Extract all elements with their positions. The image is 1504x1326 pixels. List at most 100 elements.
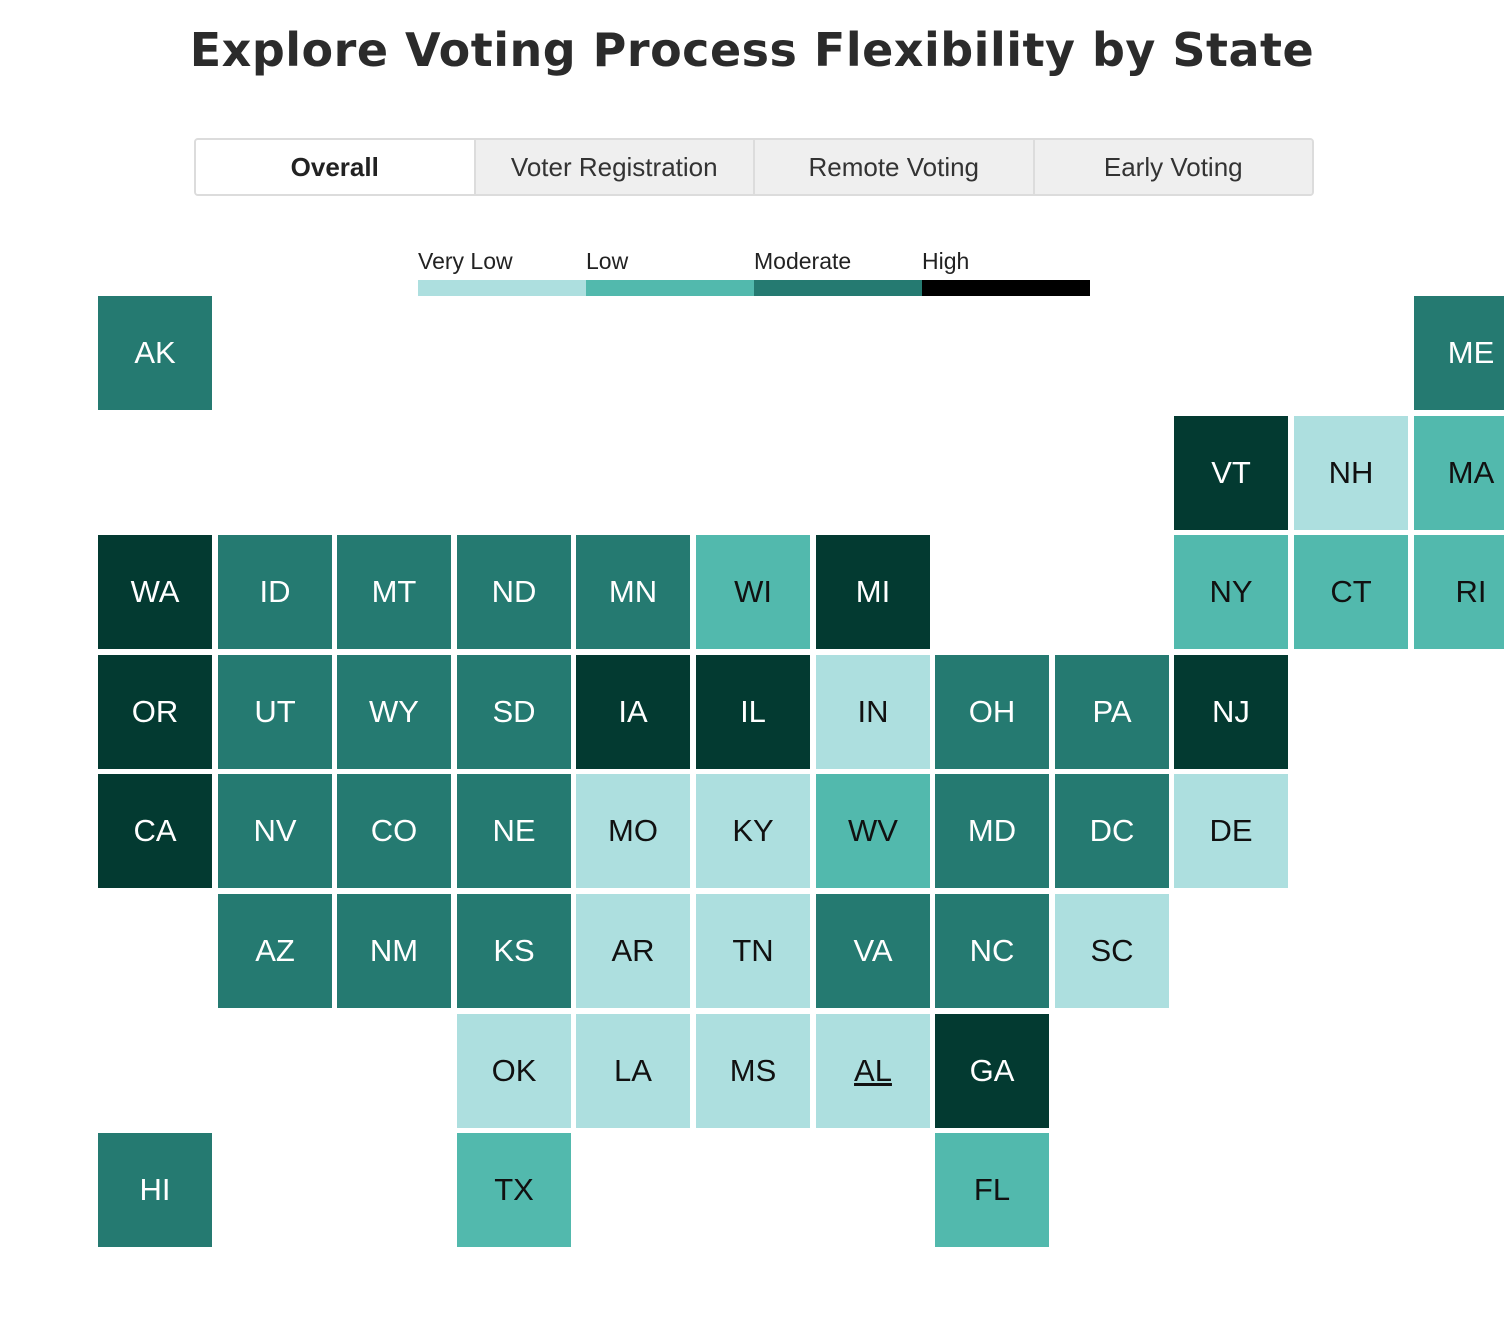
state-abbr-label: MD — [967, 813, 1017, 848]
state-tile-nd[interactable]: ND — [457, 535, 571, 649]
state-abbr-label: NH — [1328, 455, 1374, 490]
state-tile-mn[interactable]: MN — [576, 535, 690, 649]
state-tile-pa[interactable]: PA — [1055, 655, 1169, 769]
tab-early-voting[interactable]: Early Voting — [1032, 140, 1312, 194]
state-abbr-label: OK — [491, 1053, 537, 1088]
state-tile-fl[interactable]: FL — [935, 1133, 1049, 1247]
state-tile-ia[interactable]: IA — [576, 655, 690, 769]
state-tile-tx[interactable]: TX — [457, 1133, 571, 1247]
state-abbr-label: VA — [853, 933, 893, 968]
state-tile-hi[interactable]: HI — [98, 1133, 212, 1247]
state-tile-la[interactable]: LA — [576, 1014, 690, 1128]
state-abbr-label: KY — [732, 813, 774, 848]
state-abbr-label: AL — [854, 1053, 892, 1088]
state-tile-ca[interactable]: CA — [98, 774, 212, 888]
state-tile-wv[interactable]: WV — [816, 774, 930, 888]
state-tile-in[interactable]: IN — [816, 655, 930, 769]
state-tile-wa[interactable]: WA — [98, 535, 212, 649]
state-abbr-label: NE — [492, 813, 536, 848]
state-abbr-label: CO — [370, 813, 418, 848]
state-tile-ms[interactable]: MS — [696, 1014, 810, 1128]
state-tile-nv[interactable]: NV — [218, 774, 332, 888]
state-tile-id[interactable]: ID — [218, 535, 332, 649]
state-tile-ma[interactable]: MA — [1414, 416, 1504, 530]
state-tile-ct[interactable]: CT — [1294, 535, 1408, 649]
state-tile-nj[interactable]: NJ — [1174, 655, 1288, 769]
state-tile-co[interactable]: CO — [337, 774, 451, 888]
tab-overall[interactable]: Overall — [196, 140, 474, 194]
state-tile-va[interactable]: VA — [816, 894, 930, 1008]
state-abbr-label: UT — [254, 694, 296, 729]
tab-remote-voting[interactable]: Remote Voting — [753, 140, 1033, 194]
state-tile-al[interactable]: AL — [816, 1014, 930, 1128]
state-tile-ok[interactable]: OK — [457, 1014, 571, 1128]
state-abbr-label: DC — [1089, 813, 1135, 848]
state-abbr-label: HI — [139, 1172, 171, 1207]
state-abbr-label: VT — [1211, 455, 1251, 490]
state-tile-ga[interactable]: GA — [935, 1014, 1049, 1128]
state-abbr-label: MI — [855, 574, 891, 609]
state-abbr-label: WA — [130, 574, 180, 609]
state-abbr-label: MO — [608, 813, 658, 848]
state-tile-ri[interactable]: RI — [1414, 535, 1504, 649]
state-abbr-label: MT — [371, 574, 417, 609]
state-tile-wy[interactable]: WY — [337, 655, 451, 769]
state-abbr-label: RI — [1455, 574, 1487, 609]
state-tile-oh[interactable]: OH — [935, 655, 1049, 769]
state-tile-vt[interactable]: VT — [1174, 416, 1288, 530]
state-tile-md[interactable]: MD — [935, 774, 1049, 888]
state-tile-mi[interactable]: MI — [816, 535, 930, 649]
state-abbr-label: WV — [848, 813, 898, 848]
state-tile-wi[interactable]: WI — [696, 535, 810, 649]
state-abbr-label: FL — [973, 1172, 1011, 1207]
state-abbr-label: NC — [969, 933, 1015, 968]
state-abbr-label: MS — [729, 1053, 777, 1088]
legend-item-moderate: Moderate — [754, 246, 922, 296]
state-tile-dc[interactable]: DC — [1055, 774, 1169, 888]
state-abbr-label: ND — [491, 574, 537, 609]
state-tile-ks[interactable]: KS — [457, 894, 571, 1008]
state-abbr-label: OR — [131, 694, 179, 729]
tab-voter-registration[interactable]: Voter Registration — [473, 140, 753, 194]
state-tile-ut[interactable]: UT — [218, 655, 332, 769]
state-tile-nc[interactable]: NC — [935, 894, 1049, 1008]
state-abbr-label: WI — [734, 574, 772, 609]
state-abbr-label: GA — [969, 1053, 1015, 1088]
state-tile-il[interactable]: IL — [696, 655, 810, 769]
page-title: Explore Voting Process Flexibility by St… — [189, 23, 1315, 77]
state-tile-mt[interactable]: MT — [337, 535, 451, 649]
state-abbr-label: DE — [1209, 813, 1253, 848]
state-tile-sd[interactable]: SD — [457, 655, 571, 769]
state-abbr-label: IN — [857, 694, 889, 729]
state-abbr-label: CT — [1330, 574, 1372, 609]
state-tile-or[interactable]: OR — [98, 655, 212, 769]
state-abbr-label: MA — [1447, 455, 1495, 490]
state-tile-de[interactable]: DE — [1174, 774, 1288, 888]
state-abbr-label: SC — [1090, 933, 1134, 968]
state-tile-ny[interactable]: NY — [1174, 535, 1288, 649]
legend-swatch — [586, 280, 754, 296]
state-tile-ak[interactable]: AK — [98, 296, 212, 410]
state-tile-ne[interactable]: NE — [457, 774, 571, 888]
category-tabs: Overall Voter Registration Remote Voting… — [194, 138, 1314, 196]
state-tile-mo[interactable]: MO — [576, 774, 690, 888]
state-tile-ar[interactable]: AR — [576, 894, 690, 1008]
state-tile-tn[interactable]: TN — [696, 894, 810, 1008]
state-tile-nm[interactable]: NM — [337, 894, 451, 1008]
state-abbr-label: OH — [968, 694, 1016, 729]
state-abbr-label: KS — [493, 933, 535, 968]
state-abbr-label: PA — [1092, 694, 1132, 729]
legend-swatch — [754, 280, 922, 296]
state-tile-az[interactable]: AZ — [218, 894, 332, 1008]
legend-item-very-low: Very Low — [418, 246, 586, 296]
state-abbr-label: MN — [608, 574, 658, 609]
state-abbr-label: TX — [494, 1172, 534, 1207]
state-tile-me[interactable]: ME — [1414, 296, 1504, 410]
state-tile-nh[interactable]: NH — [1294, 416, 1408, 530]
state-tile-ky[interactable]: KY — [696, 774, 810, 888]
state-abbr-label: AK — [134, 335, 176, 370]
state-abbr-label: WY — [369, 694, 419, 729]
legend-item-high: High — [922, 246, 1090, 296]
state-tile-sc[interactable]: SC — [1055, 894, 1169, 1008]
state-abbr-label: IL — [740, 694, 766, 729]
